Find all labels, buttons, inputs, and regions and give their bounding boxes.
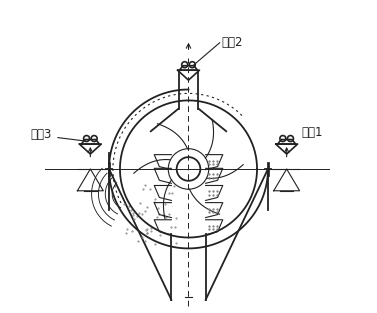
Text: 方兴1: 方兴1 bbox=[302, 126, 323, 139]
Text: 方兴3: 方兴3 bbox=[31, 128, 52, 141]
Text: 方兴2: 方兴2 bbox=[221, 36, 243, 49]
